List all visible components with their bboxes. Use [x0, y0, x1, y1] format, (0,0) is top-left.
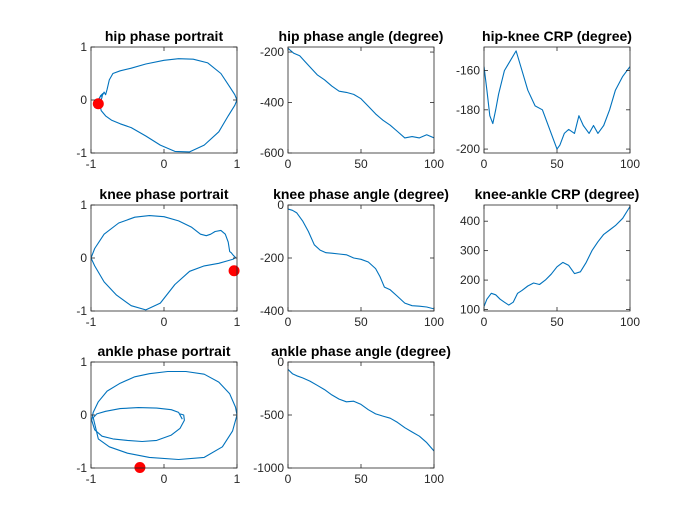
- knee-phase-portrait-series-line-0: [91, 215, 237, 311]
- hip-phase-angle-series-line-0: [288, 47, 434, 139]
- ankle-phase-angle-series-line-0: [288, 369, 434, 452]
- ankle-phase-angle-ytick-label-1: -500: [260, 408, 284, 422]
- hip-phase-portrait-ytick-label-0: -1: [76, 146, 87, 160]
- knee-phase-angle-ytick-label-1: -200: [260, 251, 284, 265]
- ankle-phase-angle-axes: 0 50 100 0 -500 -1000 ankle phase angle (degre…: [253, 343, 451, 486]
- hip-knee-crp-ytick-label-1: -180: [456, 103, 480, 117]
- ankle-phase-portrait-axes: -1 0 1 -1 0 1 ankle phase portrait: [76, 343, 240, 486]
- ankle-phase-angle-title: ankle phase angle (degree): [271, 343, 451, 359]
- ankle-phase-portrait-xtick-label-1: 0: [161, 472, 168, 486]
- hip-phase-portrait-ytick-label-2: 1: [80, 40, 87, 54]
- hip-knee-crp-axes: 0 50 100 -160 -180 -200 hip-knee CRP (degree): [456, 28, 640, 171]
- knee-phase-angle-series-line-0: [288, 208, 434, 310]
- hip-phase-portrait-title: hip phase portrait: [105, 28, 224, 44]
- hip-phase-angle-xtick-label-0: 0: [285, 157, 292, 171]
- ankle-phase-portrait-xtick-label-2: 1: [234, 472, 241, 486]
- ankle-phase-portrait-ytick-label-2: 1: [80, 355, 87, 369]
- knee-phase-angle-xtick-label-2: 100: [424, 315, 444, 329]
- knee-ankle-crp-xtick-label-1: 50: [550, 315, 564, 329]
- knee-phase-angle-axes: 0 50 100 0 -200 -400 knee phase angle (degree): [260, 186, 449, 329]
- ankle-phase-portrait-series-line-0: [91, 370, 237, 461]
- hip-knee-crp-xtick-label-2: 100: [620, 157, 640, 171]
- hip-phase-portrait-xtick-label-2: 1: [234, 157, 241, 171]
- hip-phase-angle-ytick-label-1: -400: [260, 96, 284, 110]
- ankle-phase-angle-xtick-label-1: 50: [354, 472, 368, 486]
- knee-ankle-crp-ytick-label-2: 300: [460, 244, 480, 258]
- hip-phase-angle-ytick-label-0: -200: [260, 45, 284, 59]
- ankle-phase-portrait-marker-0: [134, 461, 146, 473]
- ankle-phase-portrait-title: ankle phase portrait: [97, 343, 230, 359]
- hip-knee-crp-ytick-label-2: -200: [456, 142, 480, 156]
- knee-phase-portrait-title: knee phase portrait: [99, 186, 228, 202]
- hip-knee-crp-ytick-label-0: -160: [456, 64, 480, 78]
- hip-phase-portrait-ytick-label-1: 0: [80, 93, 87, 107]
- ankle-phase-portrait-ytick-label-0: -1: [76, 461, 87, 475]
- hip-phase-angle-title: hip phase angle (degree): [279, 28, 444, 44]
- knee-ankle-crp-series-line-0: [484, 206, 630, 307]
- knee-phase-angle-title: knee phase angle (degree): [273, 186, 449, 202]
- hip-phase-portrait-xtick-label-0: -1: [86, 157, 97, 171]
- knee-ankle-crp-ytick-label-0: 100: [460, 303, 480, 317]
- knee-phase-angle-xtick-label-1: 50: [354, 315, 368, 329]
- ankle-phase-angle-ytick-label-2: -1000: [253, 461, 284, 475]
- knee-ankle-crp-ytick-label-1: 200: [460, 273, 480, 287]
- hip-phase-portrait-marker-0: [92, 98, 104, 110]
- knee-ankle-crp-title: knee-ankle CRP (degree): [475, 186, 640, 202]
- knee-phase-portrait-xtick-label-2: 1: [234, 315, 241, 329]
- knee-phase-portrait-ytick-label-1: 0: [80, 251, 87, 265]
- knee-phase-angle-ytick-label-0: 0: [277, 198, 284, 212]
- hip-knee-crp-xtick-label-1: 50: [550, 157, 564, 171]
- knee-ankle-crp-xtick-label-2: 100: [620, 315, 640, 329]
- hip-phase-portrait-xtick-label-1: 0: [161, 157, 168, 171]
- knee-phase-portrait-ytick-label-2: 1: [80, 198, 87, 212]
- ankle-phase-angle-xtick-label-2: 100: [424, 472, 444, 486]
- knee-phase-portrait-ytick-label-0: -1: [76, 304, 87, 318]
- knee-phase-portrait-xtick-label-0: -1: [86, 315, 97, 329]
- ankle-phase-angle-xtick-label-0: 0: [285, 472, 292, 486]
- knee-ankle-crp-xtick-label-0: 0: [481, 315, 488, 329]
- knee-phase-portrait-marker-0: [228, 265, 240, 277]
- hip-phase-angle-xtick-label-2: 100: [424, 157, 444, 171]
- hip-knee-crp-title: hip-knee CRP (degree): [482, 28, 632, 44]
- knee-ankle-crp-ytick-label-3: 400: [460, 214, 480, 228]
- ankle-phase-angle-ytick-label-0: 0: [277, 355, 284, 369]
- knee-ankle-crp-axes: 0 50 100 100 200 300 400 knee-ankle CRP (degree…: [460, 186, 640, 329]
- knee-phase-angle-xtick-label-0: 0: [285, 315, 292, 329]
- ankle-phase-portrait-xtick-label-0: -1: [86, 472, 97, 486]
- knee-phase-portrait-axes: -1 0 1 -1 0 1 knee phase portrait: [76, 186, 240, 329]
- hip-phase-angle-ytick-label-2: -600: [260, 146, 284, 160]
- hip-phase-angle-xtick-label-1: 50: [354, 157, 368, 171]
- knee-phase-angle-ytick-label-2: -400: [260, 304, 284, 318]
- hip-knee-crp-xtick-label-0: 0: [481, 157, 488, 171]
- ankle-phase-portrait-ytick-label-1: 0: [80, 408, 87, 422]
- hip-phase-portrait-axes: -1 0 1 -1 0 1 hip phase portrait: [76, 28, 240, 171]
- hip-phase-angle-axes: 0 50 100 -200 -400 -600 hip phase angle (degre…: [260, 28, 444, 171]
- knee-phase-portrait-xtick-label-1: 0: [161, 315, 168, 329]
